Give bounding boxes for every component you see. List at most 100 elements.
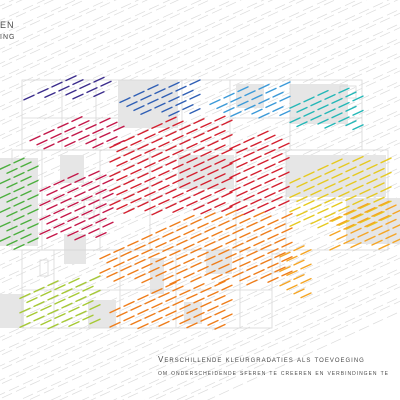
background-dash bbox=[43, 186, 55, 192]
background-dash bbox=[120, 377, 132, 383]
background-dash bbox=[246, 132, 258, 138]
background-dash bbox=[71, 0, 83, 7]
color-dash bbox=[338, 176, 350, 183]
background-dash bbox=[1, 18, 13, 24]
color-dash bbox=[81, 180, 93, 187]
background-dash bbox=[295, 12, 307, 19]
background-dash bbox=[204, 7, 216, 13]
color-dash bbox=[331, 172, 343, 179]
background-dash bbox=[169, 200, 181, 206]
background-dash bbox=[120, 161, 132, 167]
background-dash bbox=[148, 4, 160, 10]
background-dash bbox=[302, 279, 314, 285]
color-dash bbox=[141, 248, 153, 255]
background-dash bbox=[267, 112, 279, 118]
color-dash bbox=[75, 310, 87, 317]
background-dash bbox=[162, 170, 174, 177]
color-dash bbox=[197, 251, 209, 258]
color-dash bbox=[54, 284, 66, 291]
color-dash bbox=[200, 121, 212, 129]
background-dash bbox=[211, 80, 223, 86]
color-dash bbox=[116, 160, 128, 167]
color-dash bbox=[221, 299, 233, 305]
background-dash bbox=[288, 228, 300, 234]
background-dash bbox=[64, 345, 76, 351]
background-dash bbox=[85, 296, 97, 302]
background-dash bbox=[253, 118, 265, 124]
color-dash bbox=[303, 96, 315, 103]
background-dash bbox=[386, 10, 398, 16]
background-dash bbox=[323, 316, 335, 323]
room-fill bbox=[64, 234, 86, 264]
background-dash bbox=[64, 316, 76, 323]
color-dash bbox=[158, 170, 170, 177]
color-dash bbox=[140, 94, 152, 101]
background-dash bbox=[190, 374, 202, 380]
color-dash bbox=[193, 311, 205, 318]
background-dash bbox=[274, 47, 286, 53]
background-dash bbox=[0, 46, 6, 50]
color-dash bbox=[214, 115, 226, 122]
color-dash bbox=[204, 269, 216, 276]
background-dash bbox=[120, 391, 132, 398]
color-dash bbox=[186, 142, 198, 149]
background-dash bbox=[351, 73, 363, 79]
background-dash bbox=[43, 56, 55, 63]
background-dash bbox=[295, 329, 307, 335]
background-dash bbox=[92, 203, 104, 209]
color-dash bbox=[221, 133, 233, 141]
background-dash bbox=[71, 346, 83, 352]
background-dash bbox=[99, 59, 111, 66]
background-dash bbox=[218, 15, 230, 21]
background-dash bbox=[43, 71, 55, 77]
background-dash bbox=[176, 265, 188, 271]
background-dash bbox=[274, 176, 286, 183]
background-dash bbox=[323, 28, 335, 35]
background-dash bbox=[386, 312, 398, 318]
background-dash bbox=[134, 10, 146, 17]
background-dash bbox=[386, 125, 398, 131]
background-dash bbox=[288, 328, 300, 335]
background-dash bbox=[183, 21, 195, 27]
color-dash bbox=[300, 277, 312, 284]
background-dash bbox=[323, 57, 335, 63]
color-dash bbox=[359, 217, 371, 224]
background-dash bbox=[29, 120, 41, 127]
color-dash bbox=[236, 161, 248, 168]
color-dash bbox=[329, 230, 341, 237]
color-dash bbox=[57, 136, 69, 143]
color-dash bbox=[33, 301, 45, 308]
background-dash bbox=[232, 181, 244, 188]
background-dash bbox=[190, 345, 202, 351]
background-dash bbox=[169, 142, 181, 149]
background-dash bbox=[78, 79, 90, 86]
color-dash bbox=[357, 217, 369, 224]
color-dash bbox=[239, 261, 251, 267]
color-dash bbox=[29, 135, 41, 142]
background-dash bbox=[344, 144, 356, 151]
color-dash bbox=[237, 86, 249, 93]
color-dash bbox=[0, 221, 11, 228]
background-dash bbox=[372, 59, 384, 66]
background-dash bbox=[330, 266, 342, 272]
background-dash bbox=[393, 156, 400, 161]
color-dash bbox=[179, 124, 191, 131]
background-dash bbox=[316, 330, 328, 336]
color-dash bbox=[197, 222, 209, 229]
background-dash bbox=[316, 42, 328, 48]
background-dash bbox=[15, 386, 27, 392]
background-dash bbox=[169, 214, 181, 221]
background-dash bbox=[176, 394, 188, 400]
color-dash bbox=[182, 89, 194, 96]
color-dash bbox=[137, 323, 149, 330]
background-dash bbox=[344, 72, 356, 79]
background-dash bbox=[365, 311, 377, 318]
background-dash bbox=[337, 281, 349, 287]
background-dash bbox=[281, 350, 293, 356]
background-dash bbox=[204, 122, 216, 129]
background-dash bbox=[302, 308, 314, 314]
color-dash bbox=[207, 183, 219, 190]
color-dash bbox=[225, 252, 237, 259]
background-dash bbox=[218, 116, 230, 122]
color-dash bbox=[39, 185, 51, 192]
